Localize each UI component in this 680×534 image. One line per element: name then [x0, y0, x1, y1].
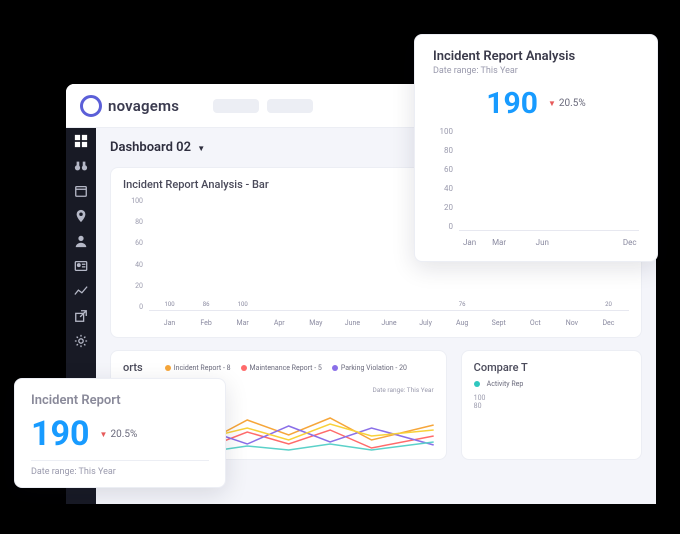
bar-column — [492, 228, 504, 230]
legend-item: Maintenance Report - 5 — [241, 364, 322, 372]
compare-title: Compare T — [474, 361, 629, 374]
legend-label: Parking Violation - 20 — [341, 364, 407, 372]
popup-delta: ▼ 20.5% — [100, 429, 138, 440]
compare-yaxis: 100 80 — [474, 394, 629, 410]
compare-legend: Activity Rep — [474, 380, 629, 388]
id-card-icon[interactable] — [74, 259, 88, 273]
bar-column — [565, 228, 577, 230]
bar-column — [409, 308, 442, 310]
chevron-down-icon: ▼ — [197, 144, 205, 153]
popup-stat-row: 190 ▼ 20.5% — [433, 86, 639, 121]
popup-delta-value: 20.5% — [110, 429, 137, 440]
popup-stat-row: 190 ▼ 20.5% — [31, 414, 209, 454]
y-axis: 100806040200 — [433, 127, 453, 231]
bar-column — [608, 228, 620, 230]
triangle-down-icon: ▼ — [548, 99, 556, 108]
bar-column — [536, 228, 548, 230]
bar-column: 20 — [592, 301, 625, 310]
user-icon[interactable] — [74, 234, 88, 248]
popup-date-range: Date range: This Year — [433, 66, 639, 76]
compare-legend-label: Activity Rep — [487, 380, 524, 388]
bar-column — [519, 308, 552, 310]
popup-delta: ▼ 20.5% — [548, 98, 586, 109]
map-pin-icon[interactable] — [74, 209, 88, 223]
dashboard-title[interactable]: Dashboard 02 ▼ — [110, 140, 205, 155]
triangle-down-icon: ▼ — [100, 430, 108, 439]
legend-dot — [165, 365, 171, 371]
bar-column — [521, 228, 533, 230]
calendar-icon[interactable] — [74, 184, 88, 198]
legend-item: Parking Violation - 20 — [332, 364, 407, 372]
bar-column — [594, 228, 606, 230]
incident-analysis-popup: Incident Report Analysis Date range: Thi… — [414, 34, 658, 262]
popup-delta-value: 20.5% — [559, 98, 586, 109]
popup-date-range: Date range: This Year — [31, 460, 209, 477]
dashboard-title-text: Dashboard 02 — [110, 140, 191, 155]
bar-column — [299, 308, 332, 310]
bar-column: 76 — [446, 301, 479, 310]
legend-dot — [474, 381, 480, 387]
x-axis: JanFebMarAprMayJuneJuneJulyAugSeptOctNov… — [149, 319, 629, 327]
legend-label: Incident Report - 8 — [174, 364, 231, 372]
launch-icon[interactable] — [74, 309, 88, 323]
chart-line-icon[interactable] — [74, 284, 88, 298]
bar-column — [482, 308, 515, 310]
bar-column — [623, 228, 635, 230]
topbar-placeholders — [213, 99, 313, 113]
bar-column — [555, 308, 588, 310]
logo-icon — [80, 95, 102, 117]
legend-item: Incident Report - 8 — [165, 364, 231, 372]
compare-card: Compare T Activity Rep 100 80 — [461, 350, 642, 460]
bars — [459, 127, 639, 230]
bar-column — [463, 228, 475, 230]
bar-column — [336, 308, 369, 310]
bar-column — [478, 228, 490, 230]
grid-icon[interactable] — [74, 134, 88, 148]
bar-column — [550, 228, 562, 230]
brand-name: novagems — [108, 97, 179, 115]
legend-dot — [332, 365, 338, 371]
binoculars-icon[interactable] — [74, 159, 88, 173]
gear-icon[interactable] — [74, 334, 88, 348]
incident-report-popup: Incident Report 190 ▼ 20.5% Date range: … — [14, 378, 226, 488]
bar-column: 100 — [153, 301, 186, 310]
reports-title: orts — [123, 361, 143, 374]
popup-stat-value: 190 — [31, 414, 90, 454]
date-range-label: Date range: This Year — [372, 386, 433, 394]
bar-column: 100 — [226, 301, 259, 310]
bar-column — [507, 228, 519, 230]
x-axis: JanMarJunDec — [459, 238, 639, 247]
placeholder — [213, 99, 259, 113]
plot-area — [459, 127, 639, 231]
popup-bar-chart: 100806040200 JanMarJunDec — [433, 127, 639, 247]
bar-column: 86 — [190, 301, 223, 310]
bar-column — [372, 308, 405, 310]
placeholder — [267, 99, 313, 113]
legend-label: Maintenance Report - 5 — [250, 364, 322, 372]
brand-logo[interactable]: novagems — [80, 95, 179, 117]
popup-stat-value: 190 — [486, 86, 538, 121]
popup-title: Incident Report — [31, 393, 209, 408]
popup-title: Incident Report Analysis — [433, 49, 639, 64]
legend-dot — [241, 365, 247, 371]
bar-column — [579, 228, 591, 230]
y-axis: 100806040200 — [123, 197, 143, 311]
bar-column — [263, 308, 296, 310]
